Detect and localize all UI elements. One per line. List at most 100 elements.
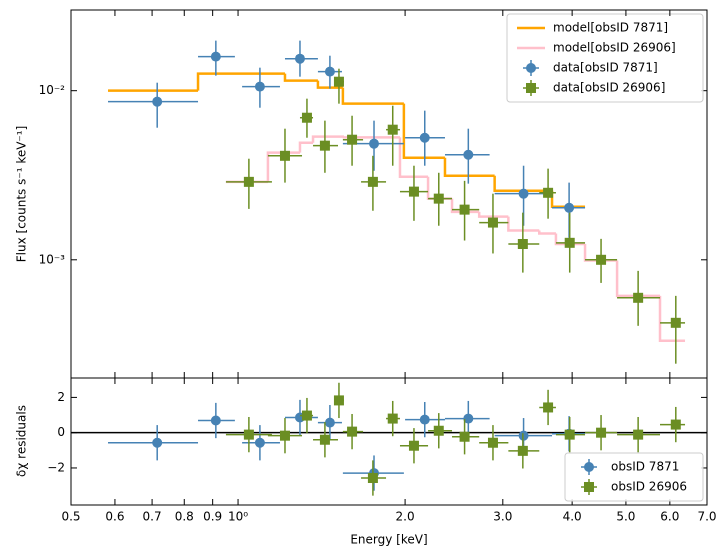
x-tick-label: 7.0 — [697, 510, 716, 524]
marker — [243, 176, 254, 187]
model-step — [493, 175, 553, 193]
model-step — [283, 73, 318, 82]
x-tick-label: 0.9 — [203, 510, 222, 524]
marker — [333, 76, 344, 87]
marker — [670, 419, 681, 430]
marker — [294, 53, 305, 64]
marker — [596, 427, 607, 438]
marker — [254, 81, 265, 92]
legend-label: model[obsID 26906] — [553, 41, 676, 55]
marker — [152, 96, 163, 107]
marker — [301, 410, 312, 421]
marker — [459, 204, 470, 215]
y-axis-label: Flux [counts s⁻¹ keV⁻¹] — [15, 126, 29, 263]
marker — [347, 134, 358, 145]
model-step — [443, 157, 495, 178]
model-step — [450, 198, 480, 214]
marker — [543, 187, 554, 198]
marker — [564, 202, 575, 213]
x-tick-label: 4.0 — [563, 510, 582, 524]
y-tick-label: 2 — [57, 390, 65, 404]
marker — [463, 149, 474, 160]
y-tick-label: 10⁻³ — [39, 252, 66, 266]
marker — [633, 429, 644, 440]
marker — [333, 395, 344, 406]
marker — [254, 437, 265, 448]
marker — [517, 238, 528, 249]
marker — [210, 415, 221, 426]
x-tick-label: 5.0 — [616, 510, 635, 524]
y-tick-label: −2 — [47, 460, 65, 474]
marker — [301, 112, 312, 123]
model-step — [507, 216, 540, 232]
marker — [670, 317, 681, 328]
marker — [347, 426, 358, 437]
marker — [543, 402, 554, 413]
model-step — [402, 103, 445, 160]
marker — [487, 217, 498, 228]
legend-label: data[obsID 26906] — [553, 81, 665, 95]
legend-label: obsID 7871 — [611, 460, 679, 474]
x-axis-label: Energy [keV] — [350, 533, 427, 547]
y-tick-label: 0 — [57, 425, 65, 439]
model-step — [615, 260, 661, 298]
model-step — [477, 211, 509, 218]
y-tick-label: 10⁻² — [39, 83, 66, 97]
x-tick-label: 0.7 — [143, 510, 162, 524]
marker — [596, 254, 607, 265]
marker — [433, 425, 444, 436]
axes-frame — [70, 377, 708, 506]
marker — [387, 124, 398, 135]
legend-marker — [526, 63, 536, 73]
model-step — [311, 135, 344, 143]
model-step — [298, 141, 314, 153]
x-tick-label: 0.6 — [105, 510, 124, 524]
x-tick-label: 6.0 — [660, 510, 679, 524]
marker — [324, 66, 335, 77]
marker — [463, 413, 474, 424]
marker — [243, 429, 254, 440]
marker — [487, 437, 498, 448]
legend-label: model[obsID 7871] — [553, 21, 668, 35]
marker — [279, 150, 290, 161]
legend-marker — [584, 482, 594, 492]
model-step — [538, 230, 556, 235]
marker — [564, 429, 575, 440]
marker — [367, 176, 378, 187]
y-axis-label: δχ residuals — [15, 405, 29, 477]
legend-box — [564, 452, 704, 502]
x-tick-label: 2.0 — [396, 510, 415, 524]
marker — [324, 417, 335, 428]
legend-marker — [584, 462, 594, 472]
marker — [517, 445, 528, 456]
marker — [210, 51, 221, 62]
model-step — [658, 295, 686, 343]
marker — [433, 193, 444, 204]
marker — [279, 430, 290, 441]
marker — [408, 186, 419, 197]
marker — [387, 413, 398, 424]
marker — [459, 431, 470, 442]
model-step — [316, 80, 343, 89]
marker — [633, 292, 644, 303]
legend-marker — [526, 83, 536, 93]
marker — [408, 440, 419, 451]
model-step — [196, 72, 285, 91]
marker — [518, 188, 529, 199]
marker — [564, 237, 575, 248]
legend-box — [506, 13, 704, 103]
x-tick-label: 0.8 — [175, 510, 194, 524]
x-tick-label: 0.5 — [61, 510, 80, 524]
marker — [319, 140, 330, 151]
marker — [419, 132, 430, 143]
legend-label: data[obsID 7871] — [553, 61, 658, 75]
marker — [419, 414, 430, 425]
model-step — [554, 233, 586, 246]
model-step — [398, 137, 429, 178]
marker — [152, 437, 163, 448]
x-tick-label: 10⁰ — [228, 510, 248, 524]
model-step — [341, 87, 404, 105]
marker — [319, 434, 330, 445]
x-tick-label: 3.0 — [493, 510, 512, 524]
